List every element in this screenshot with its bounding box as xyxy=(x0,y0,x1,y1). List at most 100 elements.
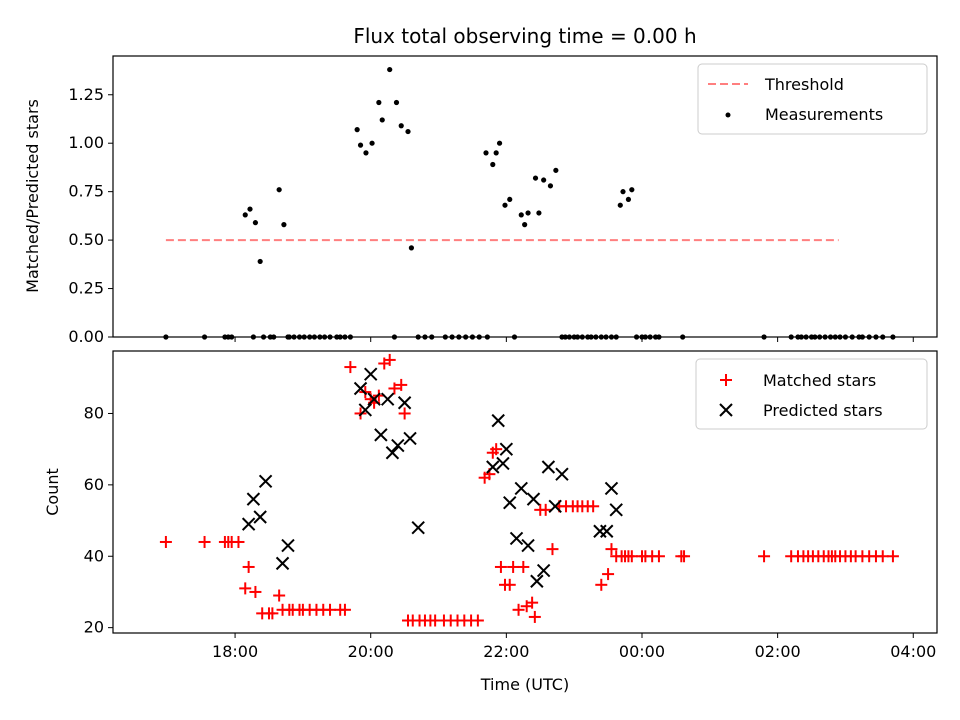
matched-star-point xyxy=(388,382,401,395)
top-y-tick-label: 1.00 xyxy=(68,133,104,152)
measurement-point xyxy=(369,140,375,146)
matched-star-point xyxy=(605,543,618,556)
measurement-point xyxy=(387,66,393,73)
bottom-x-tick-label: 18:00 xyxy=(212,642,258,661)
predicted-star-point xyxy=(241,517,256,531)
measurement-point xyxy=(281,222,287,228)
measurement-point xyxy=(493,150,499,156)
bottom-axes-frame xyxy=(112,350,938,634)
bottom-x-tick-label: 20:00 xyxy=(348,642,394,661)
predicted-star-point xyxy=(403,431,417,446)
matched-star-point xyxy=(324,603,337,616)
matched-star-point xyxy=(490,443,503,456)
matched-star-point xyxy=(507,560,520,573)
legend-measurements-marker xyxy=(725,112,731,118)
bottom-x-tick-label: 02:00 xyxy=(755,642,801,661)
measurement-point xyxy=(408,245,415,251)
matched-star-point xyxy=(503,578,516,591)
matched-star-point xyxy=(625,550,638,563)
measurement-point xyxy=(354,127,360,133)
matched-star-point xyxy=(273,589,286,602)
matched-star-point xyxy=(517,560,530,573)
legend-matched-marker xyxy=(720,374,732,386)
predicted-star-point xyxy=(600,524,614,538)
top-axes-frame xyxy=(112,55,938,338)
legend-matched-label: Matched stars xyxy=(763,371,876,390)
matched-star-point xyxy=(344,361,357,374)
measurement-point xyxy=(502,202,508,208)
matched-star-point xyxy=(876,550,889,563)
top-y-tick-label: 0.00 xyxy=(68,327,104,346)
predicted-star-point xyxy=(496,456,510,471)
predicted-star-point xyxy=(521,538,535,553)
legend-measurements-label: Measurements xyxy=(765,105,883,124)
measurement-point xyxy=(257,258,263,265)
predicted-star-point xyxy=(411,520,425,535)
bottom-x-tick-label: 22:00 xyxy=(483,642,529,661)
matched-star-point xyxy=(471,614,484,627)
measurement-point xyxy=(547,183,554,189)
predicted-star-point xyxy=(258,474,273,488)
matched-star-point xyxy=(198,535,211,548)
measurement-point xyxy=(276,187,282,193)
matched-star-point xyxy=(338,603,351,616)
bottom-y-tick-label: 40 xyxy=(84,546,104,565)
matched-star-point xyxy=(546,543,559,556)
top-y-tick-label: 0.75 xyxy=(68,182,104,201)
bottom-x-tick-label: 04:00 xyxy=(890,642,936,661)
matched-star-point xyxy=(398,407,411,420)
measurement-point xyxy=(363,150,369,156)
measurement-point xyxy=(242,212,248,218)
measurement-point xyxy=(247,206,253,212)
measurement-point xyxy=(522,222,528,228)
top-chart-title: Flux total observing time = 0.00 h xyxy=(353,24,696,48)
predicted-star-point xyxy=(604,481,619,496)
predicted-star-point xyxy=(509,531,524,546)
matched-star-point xyxy=(159,535,172,548)
matched-star-point xyxy=(587,500,600,513)
predicted-star-point xyxy=(491,413,505,428)
predicted-star-point xyxy=(358,403,372,417)
matched-star-point xyxy=(266,607,279,620)
measurement-point xyxy=(376,99,382,106)
top-y-tick-label: 0.25 xyxy=(68,279,104,298)
measurement-point xyxy=(553,167,559,173)
predicted-star-point xyxy=(530,574,544,588)
matched-star-point xyxy=(242,560,255,573)
matched-star-point xyxy=(232,535,245,548)
matched-star-point xyxy=(395,378,408,391)
predicted-star-point xyxy=(275,556,290,571)
measurement-point xyxy=(536,210,542,216)
measurement-point xyxy=(629,187,635,193)
matched-star-point xyxy=(494,560,507,573)
predicted-star-point xyxy=(526,492,541,506)
measurement-point xyxy=(617,202,623,208)
legend-threshold-label: Threshold xyxy=(764,75,844,94)
predicted-star-point xyxy=(380,392,395,406)
measurement-point xyxy=(490,161,496,168)
matched-star-point xyxy=(239,582,252,595)
legend-predicted-marker xyxy=(719,403,733,417)
predicted-star-point xyxy=(281,538,295,553)
matched-star-point xyxy=(886,550,899,563)
predicted-star-point xyxy=(503,496,517,510)
measurement-point xyxy=(625,196,632,203)
measurement-point xyxy=(532,175,539,181)
matched-star-point xyxy=(652,550,665,563)
measurement-point xyxy=(518,212,524,218)
predicted-star-point xyxy=(246,492,261,506)
predicted-star-point xyxy=(385,446,400,460)
matched-star-point xyxy=(512,603,525,616)
measurement-point xyxy=(620,189,626,195)
matched-star-point xyxy=(528,610,541,623)
predicted-star-point xyxy=(486,460,500,474)
measurement-point xyxy=(379,117,385,123)
matched-star-point xyxy=(383,353,396,366)
predicted-star-point xyxy=(391,438,405,453)
top-legend-box xyxy=(697,63,928,135)
bottom-legend: Matched stars Predicted stars xyxy=(695,358,928,430)
measurement-point xyxy=(393,99,400,106)
top-legend: Threshold Measurements xyxy=(697,63,928,135)
bottom-legend-box xyxy=(695,358,928,430)
